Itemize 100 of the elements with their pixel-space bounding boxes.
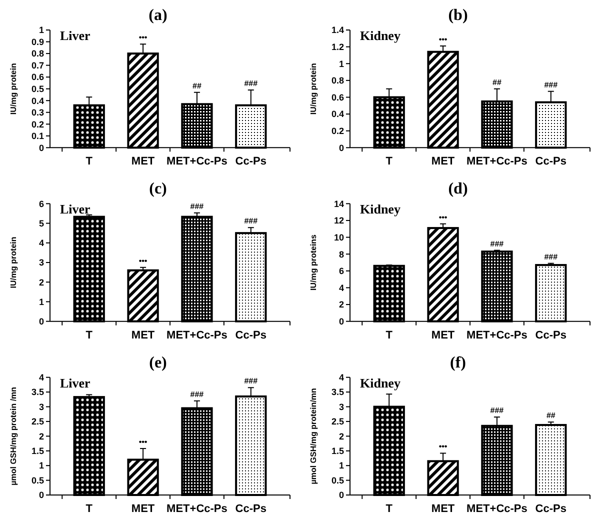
x-tick-label: MET+Cc-Ps bbox=[166, 156, 228, 168]
y-tick-label: 12 bbox=[334, 216, 344, 226]
annotation: ### bbox=[490, 406, 504, 416]
y-tick-label: 0.2 bbox=[331, 126, 344, 136]
chart-title: (c) bbox=[149, 180, 167, 198]
annotation: ## bbox=[492, 78, 502, 87]
y-tick-label: 2 bbox=[38, 431, 44, 442]
annotation: Liver bbox=[60, 28, 91, 43]
chart-title: (a) bbox=[148, 7, 168, 24]
y-tick-label: 1 bbox=[38, 460, 44, 471]
annotation: Liver bbox=[60, 375, 91, 390]
y-tick-label: 1 bbox=[338, 58, 344, 69]
y-tick-label: 0.7 bbox=[31, 60, 44, 70]
x-tick-label: Cc-Ps bbox=[235, 156, 266, 168]
y-tick-label: 2 bbox=[338, 300, 344, 310]
chart-title: (b) bbox=[448, 7, 468, 24]
y-tick-label: 1 bbox=[38, 25, 44, 36]
annotation: ## bbox=[192, 81, 202, 90]
annotation: Kidney bbox=[360, 375, 401, 390]
y-tick-label: 0 bbox=[338, 490, 344, 500]
y-tick-label: 0 bbox=[38, 490, 44, 500]
y-tick-label: 0.3 bbox=[31, 108, 44, 118]
y-axis-title: IU/mg protein bbox=[9, 236, 18, 288]
x-tick-label: MET+Cc-Ps bbox=[466, 503, 528, 515]
y-tick-label: 2 bbox=[38, 277, 44, 288]
annotation: ### bbox=[544, 252, 558, 262]
y-tick-label: 1.2 bbox=[331, 42, 344, 52]
y-tick-label: 2.5 bbox=[31, 416, 44, 427]
x-tick-label: MET+Cc-Ps bbox=[166, 503, 228, 515]
y-tick-label: 1.5 bbox=[31, 446, 44, 456]
y-tick-label: 10 bbox=[334, 232, 344, 242]
y-tick-label: 0.9 bbox=[31, 36, 44, 47]
y-tick-label: 2.5 bbox=[331, 416, 344, 427]
y-tick-label: 0.5 bbox=[331, 475, 344, 486]
y-tick-label: 5 bbox=[38, 218, 44, 228]
x-tick-label: MET+Cc-Ps bbox=[166, 329, 228, 342]
x-tick-label: MET bbox=[431, 329, 455, 342]
y-tick-label: 3.5 bbox=[331, 387, 344, 398]
x-tick-label: MET bbox=[431, 503, 455, 515]
annotation: Kidney bbox=[360, 28, 401, 43]
y-tick-label: 1 bbox=[338, 460, 344, 471]
y-tick-label: 1 bbox=[38, 296, 44, 307]
annotation: ••• bbox=[138, 33, 148, 42]
y-axis-title: µmol GSH/mg protein/mn bbox=[309, 388, 318, 484]
y-tick-label: 3 bbox=[38, 402, 44, 412]
y-tick-label: 6 bbox=[338, 266, 344, 276]
x-tick-label: Cc-Ps bbox=[535, 329, 566, 342]
y-axis-title: IU/mg protein bbox=[309, 62, 318, 115]
y-tick-label: 0.4 bbox=[331, 109, 344, 120]
y-tick-label: 0.5 bbox=[31, 475, 44, 486]
x-tick-label: T bbox=[386, 329, 393, 342]
y-tick-label: 0.4 bbox=[31, 96, 44, 106]
y-tick-label: 2 bbox=[338, 431, 344, 442]
x-tick-label: MET bbox=[131, 329, 155, 342]
annotation: ### bbox=[544, 80, 558, 90]
annotation: ••• bbox=[438, 212, 448, 222]
y-tick-label: 14 bbox=[334, 198, 344, 209]
x-tick-label: T bbox=[86, 329, 93, 342]
x-tick-label: T bbox=[86, 503, 93, 515]
x-tick-label: MET bbox=[131, 156, 155, 168]
annotation: ### bbox=[244, 216, 258, 226]
x-tick-label: Cc-Ps bbox=[235, 329, 266, 342]
annotation: ## bbox=[546, 411, 556, 420]
y-tick-label: 4 bbox=[38, 372, 44, 382]
chart-title: (e) bbox=[149, 354, 167, 372]
x-tick-label: T bbox=[386, 503, 393, 515]
y-tick-label: 0.1 bbox=[31, 131, 44, 142]
y-tick-label: 8 bbox=[338, 249, 344, 260]
y-axis-title: IU/mg proteins bbox=[309, 234, 318, 291]
y-tick-label: 0.2 bbox=[31, 119, 44, 130]
x-tick-label: MET+Cc-Ps bbox=[466, 156, 528, 168]
y-tick-label: 0.6 bbox=[331, 92, 344, 102]
y-tick-label: 3 bbox=[338, 402, 344, 412]
annotation: ••• bbox=[438, 442, 448, 452]
y-tick-label: 3 bbox=[38, 258, 44, 268]
y-tick-label: 0.8 bbox=[31, 48, 44, 59]
annotation: ••• bbox=[438, 34, 448, 44]
annotation: ••• bbox=[138, 256, 148, 266]
y-tick-label: 0 bbox=[338, 316, 344, 326]
annotation: ••• bbox=[138, 438, 148, 447]
x-tick-label: MET bbox=[131, 503, 155, 515]
chart-title: (f) bbox=[450, 354, 466, 372]
x-tick-label: MET bbox=[431, 156, 455, 168]
x-tick-label: Cc-Ps bbox=[235, 503, 266, 515]
annotation: ### bbox=[244, 79, 258, 88]
y-axis-title: µmol GSH/mg protein /mn bbox=[9, 386, 18, 486]
annotation: ### bbox=[190, 390, 204, 399]
annotation: ### bbox=[490, 239, 504, 248]
y-tick-label: 1.4 bbox=[331, 25, 344, 36]
y-tick-label: 0 bbox=[338, 142, 344, 153]
y-axis-title: IU/mg protein bbox=[9, 62, 18, 115]
y-tick-label: 4 bbox=[38, 238, 44, 248]
x-tick-label: Cc-Ps bbox=[535, 503, 566, 515]
y-tick-label: 0.6 bbox=[31, 72, 44, 82]
y-tick-label: 0 bbox=[38, 316, 44, 326]
y-tick-label: 4 bbox=[338, 282, 344, 293]
y-tick-label: 0.8 bbox=[331, 76, 344, 86]
y-tick-label: 1.5 bbox=[331, 446, 344, 456]
y-tick-label: 6 bbox=[38, 198, 44, 209]
annotation: ### bbox=[190, 202, 204, 211]
